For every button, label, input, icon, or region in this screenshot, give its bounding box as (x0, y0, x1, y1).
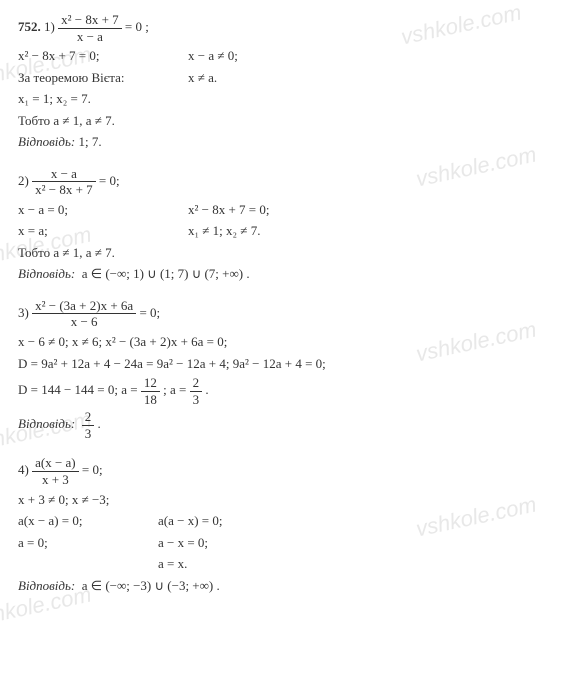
step-text: a(x − a) = 0; (18, 511, 158, 531)
part-number: 1) (44, 19, 55, 34)
step-text: a(a − x) = 0; (158, 511, 222, 531)
numerator: 2 (190, 375, 203, 392)
step-text: a − x = 0; (158, 533, 208, 553)
equation-rhs: = 0; (82, 463, 103, 478)
fraction: x − a x² − 8x + 7 (32, 166, 96, 198)
step-text: x₁ = 1; x₂ = 7. (18, 89, 554, 109)
fraction: 2 3 (82, 409, 95, 441)
problem-2: 2) x − a x² − 8x + 7 = 0; x − a = 0; x² … (18, 166, 554, 284)
page-content: 752. 1) x² − 8x + 7 x − a = 0 ; x² − 8x … (18, 12, 554, 595)
fraction: 12 18 (141, 375, 160, 407)
step-text: x − 6 ≠ 0; x ≠ 6; x² − (3a + 2)x + 6a = … (18, 332, 554, 352)
answer-label: Відповідь: (18, 416, 75, 431)
step-text: . (205, 382, 208, 397)
equation-rhs: = 0 ; (125, 19, 149, 34)
denominator: 3 (82, 426, 95, 442)
numerator: a(x − a) (32, 455, 79, 472)
problem-4: 4) a(x − a) x + 3 = 0; x + 3 ≠ 0; x ≠ −3… (18, 455, 554, 595)
step-text: x ≠ a. (188, 68, 217, 88)
numerator: 12 (141, 375, 160, 392)
problem-number: 752. (18, 19, 41, 34)
part-number: 2) (18, 173, 29, 188)
step-text: ; a = (163, 382, 189, 397)
step-text: x² − 8x + 7 = 0; (18, 46, 188, 66)
numerator: x − a (32, 166, 96, 183)
problem-1: 752. 1) x² − 8x + 7 x − a = 0 ; x² − 8x … (18, 12, 554, 152)
step-text: a = 0; (18, 533, 158, 553)
fraction: 2 3 (190, 375, 203, 407)
step-text: x² − 8x + 7 = 0; (188, 200, 270, 220)
denominator: 18 (141, 392, 160, 408)
step-text: D = 144 − 144 = 0; a = (18, 382, 141, 397)
step-text: x − a ≠ 0; (188, 46, 238, 66)
part-number: 3) (18, 305, 29, 320)
answer-label: Відповідь: (18, 134, 75, 149)
step-text: Тобто a ≠ 1, a ≠ 7. (18, 243, 554, 263)
equation-rhs: = 0; (139, 305, 160, 320)
part-number: 4) (18, 463, 29, 478)
step-text: a = x. (158, 554, 187, 574)
answer-label: Відповідь: (18, 578, 75, 593)
problem-3: 3) x² − (3a + 2)x + 6a x − 6 = 0; x − 6 … (18, 298, 554, 442)
step-text: x₁ ≠ 1; x₂ ≠ 7. (188, 221, 260, 241)
fraction: x² − (3a + 2)x + 6a x − 6 (32, 298, 136, 330)
answer-tail: . (97, 416, 100, 431)
numerator: x² − (3a + 2)x + 6a (32, 298, 136, 315)
answer-value: a ∈ (−∞; −3) ∪ (−3; +∞) . (82, 578, 220, 593)
fraction: a(x − a) x + 3 (32, 455, 79, 487)
denominator: x + 3 (32, 472, 79, 488)
denominator: x² − 8x + 7 (32, 182, 96, 198)
step-text: D = 9a² + 12a + 4 − 24a = 9a² − 12a + 4;… (18, 354, 554, 374)
step-text: x = a; (18, 221, 188, 241)
numerator: x² − 8x + 7 (58, 12, 122, 29)
step-spacer (18, 554, 158, 574)
fraction: x² − 8x + 7 x − a (58, 12, 122, 44)
answer-value: 1; 7. (78, 134, 101, 149)
step-text: x − a = 0; (18, 200, 188, 220)
denominator: 3 (190, 392, 203, 408)
step-text: За теоремою Вієта: (18, 68, 188, 88)
answer-value: a ∈ (−∞; 1) ∪ (1; 7) ∪ (7; +∞) . (82, 266, 250, 281)
step-text: x + 3 ≠ 0; x ≠ −3; (18, 490, 554, 510)
answer-label: Відповідь: (18, 266, 75, 281)
numerator: 2 (82, 409, 95, 426)
step-text: Тобто a ≠ 1, a ≠ 7. (18, 111, 554, 131)
denominator: x − a (58, 29, 122, 45)
equation-rhs: = 0; (99, 173, 120, 188)
denominator: x − 6 (32, 314, 136, 330)
